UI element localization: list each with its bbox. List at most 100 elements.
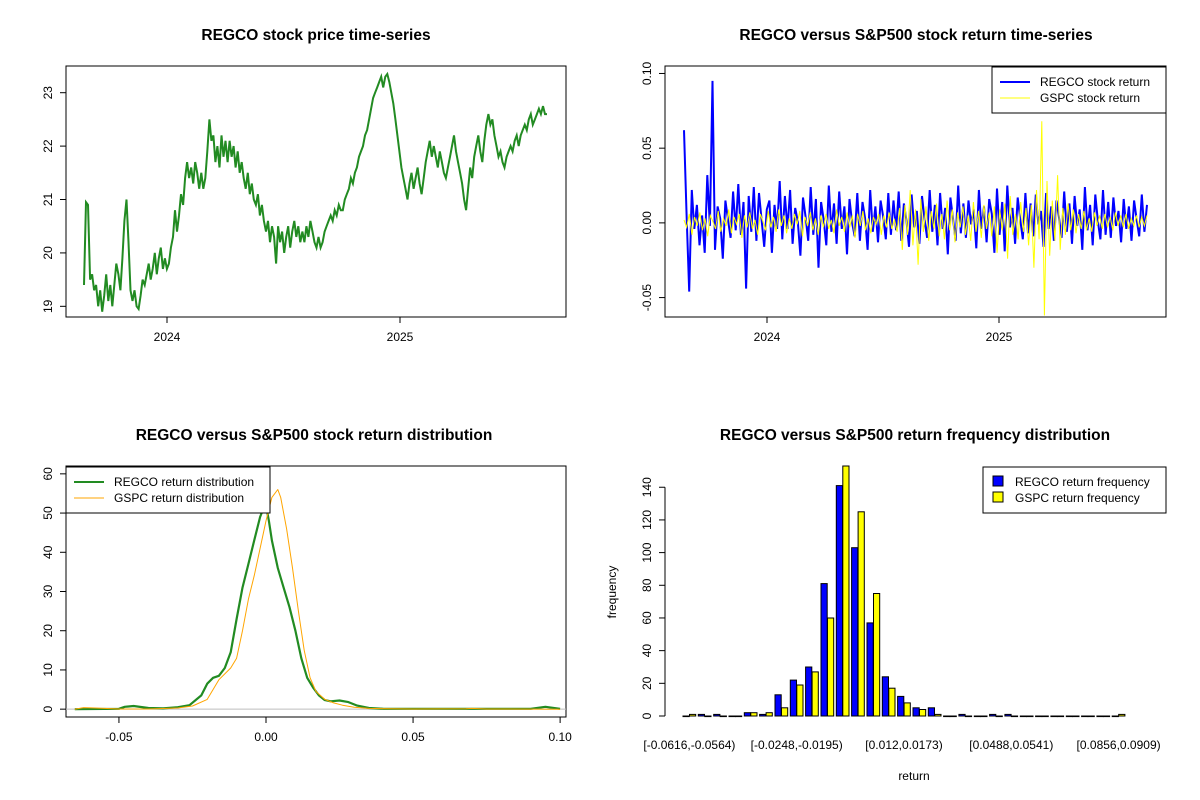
returns-y-axis: -0.05 0.00 0.05 0.10 [640,61,666,312]
histogram-bar-regco [1096,715,1104,718]
histogram-y-axis-label: frequency [605,566,619,619]
histogram-y-axis: 0 20 40 60 80 100 120 140 [640,477,666,719]
histogram-bar-regco [759,713,767,717]
density-series [66,489,566,711]
y-tick-label: 0.05 [640,136,654,160]
histogram-bar-gspc [949,715,957,718]
histogram-bar-gspc [781,707,789,717]
y-tick-label: 20 [41,624,55,638]
y-tick-label: 10 [41,663,55,677]
histogram-x-axis: [-0.0616,-0.0564) [-0.0248,-0.0195) [0.012… [643,738,1160,752]
y-tick-label: 40 [640,644,654,658]
x-tick-label: 0.05 [401,730,425,744]
histogram-bar-gspc [888,687,896,717]
histogram-bar-regco [1111,715,1119,718]
histogram-bar-gspc [827,617,835,717]
histogram-bar-gspc [1087,715,1095,718]
y-tick-label: 60 [41,467,55,481]
histogram-bar-gspc [689,713,697,717]
histogram-bar-gspc [934,713,942,717]
price-chart: REGCO stock price time-series 19 20 21 22 23… [41,27,567,344]
density-y-axis: 0 10 20 30 40 50 60 [41,467,67,713]
histogram-bar-gspc [704,715,712,718]
histogram-bar-regco [1019,715,1027,718]
y-tick-label: 100 [640,542,654,562]
x-tick-label: 2025 [387,330,414,344]
returns-series-line-gspc [683,121,1148,316]
histogram-bar-gspc [750,712,758,717]
y-tick-label: -0.05 [640,284,654,312]
histogram-bar-regco [820,583,828,717]
histogram-bar-gspc [964,715,973,718]
histogram-bar-regco [1050,715,1058,718]
histogram-bar-regco [912,707,920,717]
density-chart-title: REGCO versus S&P500 stock return distrib… [136,427,493,444]
histogram-bar-gspc [811,671,819,717]
returns-legend-label-regco: REGCO stock return [1040,75,1150,89]
histogram-bar-regco [958,713,966,717]
histogram-bar-gspc [980,715,988,718]
histogram-x-tick-label: [-0.0616,-0.0564) [643,738,735,752]
returns-series [683,80,1148,316]
histogram-bar-regco [728,715,736,718]
histogram-bar-regco [866,622,874,717]
histogram-bar-regco [805,666,813,717]
histogram-bar-gspc [842,465,850,717]
x-tick-label: 0.10 [548,730,572,744]
y-tick-label: 0 [41,706,55,713]
histogram-bar-gspc [873,593,881,717]
price-chart-title: REGCO stock price time-series [201,27,430,44]
histogram-bar-regco [897,695,905,717]
y-tick-label: 19 [41,299,55,313]
histogram-bar-regco [774,694,782,717]
histogram-bar-gspc [1010,715,1019,718]
returns-x-axis: 2024 2025 [754,316,1013,344]
histogram-bar-gspc [1118,713,1126,717]
histogram-bar-regco [989,713,997,717]
density-series-line-gspc [74,489,561,710]
histogram-chart-title: REGCO versus S&P500 return frequency dis… [720,427,1110,444]
histogram-bar-gspc [919,709,927,717]
density-legend-box [65,466,271,514]
histogram-bar-gspc [719,715,727,718]
density-series-line-regco [74,504,561,711]
returns-legend: REGCO stock return GSPC stock return [991,66,1167,114]
y-tick-label: 0.00 [640,211,654,235]
histogram-x-tick-label: [0.0856,0.0909) [1077,738,1161,752]
returns-chart: REGCO versus S&P500 stock return time-se… [640,27,1167,344]
x-tick-label: 2024 [154,330,181,344]
histogram-legend-label-regco: REGCO return frequency [1015,475,1150,489]
histogram-bar-regco [927,707,935,717]
histogram-bar-gspc [903,702,911,717]
histogram-bar-gspc [1026,715,1034,718]
x-tick-label: 2024 [754,330,781,344]
y-tick-label: 20 [640,676,654,690]
histogram-x-tick-label: [-0.0248,-0.0195) [751,738,843,752]
histogram-bar-gspc [735,715,743,718]
histogram-x-tick-label: [0.012,0.0173) [865,738,942,752]
histogram-bar-regco [881,676,889,717]
histogram-bar-regco [697,713,705,717]
histogram-bar-regco [851,547,859,717]
histogram-bar-regco [943,715,951,718]
returns-legend-box [991,66,1167,114]
density-legend-label-regco: REGCO return distribution [114,475,254,489]
histogram-bar-regco [1035,715,1043,718]
histogram-bar-gspc [857,511,865,717]
histogram-bar-gspc [995,715,1003,718]
histogram-bar-regco [973,715,981,718]
returns-legend-label-gspc: GSPC stock return [1040,91,1140,105]
density-legend-label-gspc: GSPC return distribution [114,491,244,505]
x-tick-label: 2025 [986,330,1013,344]
y-tick-label: 0.10 [640,61,654,85]
histogram-x-axis-label: return [898,769,929,783]
y-tick-label: 21 [41,193,55,207]
y-tick-label: 140 [640,477,654,497]
histogram-bar-gspc [765,712,773,717]
y-tick-label: 80 [640,578,654,592]
y-tick-label: 22 [41,139,55,153]
histogram-bar-regco [835,485,843,717]
histogram-bar-regco [1004,713,1012,717]
histogram-bar-gspc [796,684,804,717]
price-plot-box [65,65,567,318]
